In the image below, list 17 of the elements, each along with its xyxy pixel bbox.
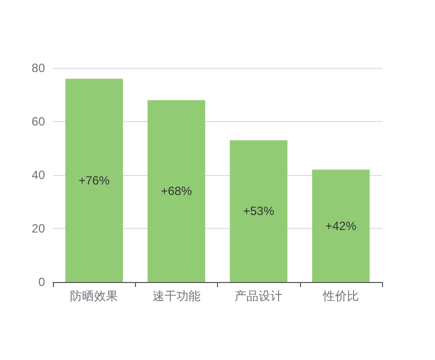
bar	[312, 170, 370, 282]
data-label: +76%	[78, 173, 110, 188]
x-tick-label: 速干功能	[152, 289, 200, 303]
bar	[65, 78, 123, 282]
bar	[230, 140, 288, 282]
data-label: +68%	[160, 184, 192, 198]
data-label: +42%	[325, 218, 357, 233]
bar	[148, 100, 206, 282]
x-tick-label: 产品设计	[234, 289, 283, 303]
y-tick-label: 60	[32, 114, 46, 128]
y-tick-label: 0	[38, 275, 46, 289]
y-tick-label: 20	[32, 222, 46, 236]
y-tick-label: 40	[32, 168, 46, 182]
data-label: +53%	[243, 204, 274, 218]
y-tick-label: 80	[32, 61, 46, 75]
x-tick-label: 防晒效果	[70, 289, 118, 303]
x-tick-label: 性价比	[322, 289, 359, 303]
